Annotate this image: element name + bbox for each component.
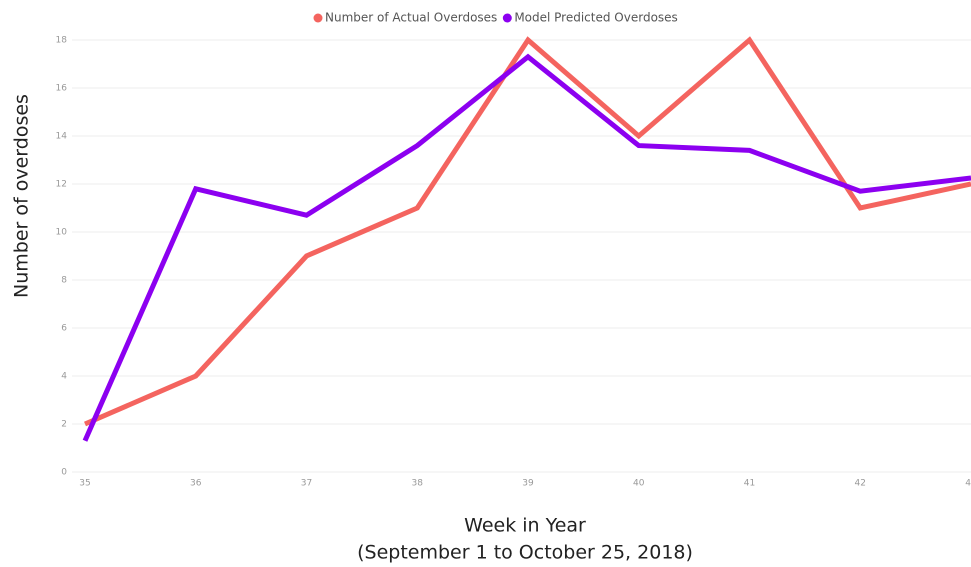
data-line: [82, 53, 971, 442]
x-axis-title: Week in Year: [464, 515, 586, 537]
x-tick-label: 35: [79, 479, 90, 489]
x-tick-label: 38: [412, 479, 424, 489]
x-axis-subtitle: (September 1 to October 25, 2018): [357, 542, 693, 564]
y-tick-label: 12: [56, 180, 67, 190]
y-tick-label: 14: [56, 132, 68, 142]
y-tick-label: 6: [61, 324, 67, 334]
x-tick-label: 39: [522, 479, 534, 489]
y-tick-label: 10: [56, 228, 68, 238]
legend-marker: [313, 13, 323, 23]
data-line: [84, 36, 971, 427]
y-tick-label: 8: [61, 276, 67, 286]
y-tick-label: 4: [61, 372, 67, 382]
x-tick-label: 37: [301, 479, 312, 489]
x-tick-label: 41: [744, 479, 755, 489]
x-tick-label: 40: [633, 479, 645, 489]
y-axis-title: Number of overdoses: [11, 94, 33, 298]
legend-marker: [502, 13, 512, 23]
y-tick-label: 18: [56, 36, 68, 46]
x-tick-label: 42: [855, 479, 866, 489]
x-tick-label: 43: [965, 479, 971, 489]
y-tick-label: 0: [61, 468, 67, 478]
x-tick-label: 36: [190, 479, 202, 489]
y-tick-label: 16: [56, 84, 68, 94]
legend-label: Model Predicted Overdoses: [514, 11, 678, 25]
y-tick-label: 2: [61, 420, 67, 430]
legend-label: Number of Actual Overdoses: [325, 11, 497, 25]
